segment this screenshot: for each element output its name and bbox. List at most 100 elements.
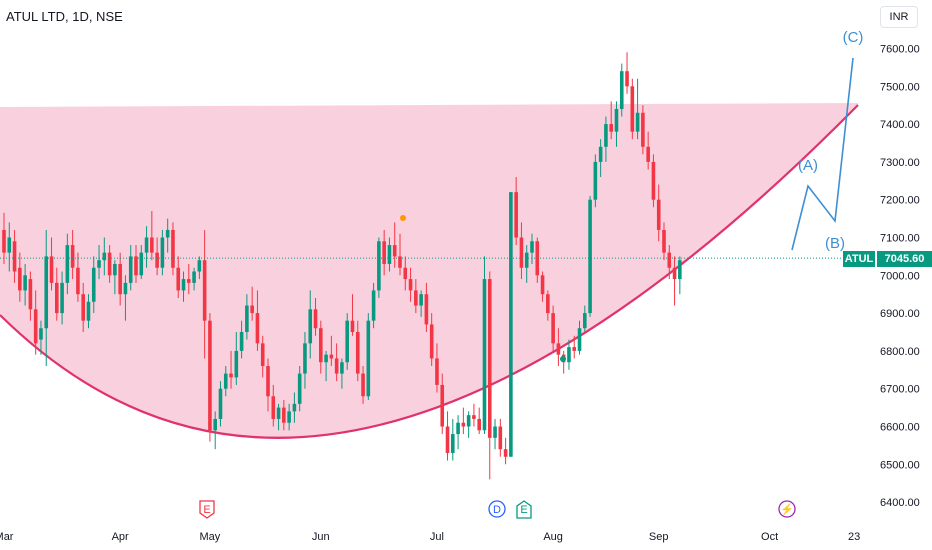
candle-body xyxy=(329,354,334,359)
candle xyxy=(445,411,450,461)
candle xyxy=(461,407,466,435)
candle xyxy=(614,101,619,147)
candle xyxy=(361,366,365,404)
candle-body xyxy=(583,313,587,329)
candle xyxy=(213,411,217,450)
time-tick-label: Mar xyxy=(0,531,14,543)
candle-body xyxy=(118,263,122,295)
candle xyxy=(81,282,85,332)
candle xyxy=(387,237,392,272)
candle-body xyxy=(187,279,191,283)
candle-body xyxy=(229,373,233,378)
candle xyxy=(239,320,244,359)
candle xyxy=(345,313,349,370)
candle xyxy=(604,116,608,162)
wave-projection-line xyxy=(791,57,854,251)
candle xyxy=(382,229,386,276)
candle xyxy=(139,245,144,280)
price-tick-label: 7200.00 xyxy=(880,195,920,207)
candle xyxy=(466,411,471,438)
candle-body xyxy=(609,124,613,132)
time-tick-label: Sep xyxy=(649,531,669,543)
candle-body xyxy=(667,252,672,268)
price-tick-label: 7000.00 xyxy=(880,270,920,282)
candle xyxy=(424,282,429,332)
marker-circle xyxy=(778,500,796,518)
candle xyxy=(371,282,376,329)
candle xyxy=(324,350,328,382)
event-marker-label: E xyxy=(203,504,210,516)
candle-body xyxy=(39,328,43,340)
candle xyxy=(477,407,481,435)
price-tick-label: 6400.00 xyxy=(880,497,920,509)
candle xyxy=(625,52,629,94)
candle xyxy=(91,256,96,314)
candle xyxy=(134,245,138,283)
price-tick-label: 7500.00 xyxy=(880,81,920,93)
candle-body xyxy=(651,161,656,200)
candle xyxy=(319,320,323,374)
candle-body xyxy=(287,411,291,423)
candle-body xyxy=(303,343,307,374)
candle-body xyxy=(493,426,497,438)
earnings-marker-shape xyxy=(199,500,215,519)
candle xyxy=(266,358,270,412)
candle-body xyxy=(656,199,661,230)
candle-body xyxy=(382,241,386,264)
last-price-value-label: 7045.60 xyxy=(877,251,932,267)
chart-title: ATUL LTD, 1D, NSE xyxy=(6,9,123,24)
candle-body xyxy=(2,229,6,253)
candle xyxy=(519,222,524,280)
candle xyxy=(44,229,49,367)
candle-body xyxy=(239,332,244,351)
candle xyxy=(398,233,402,276)
event-dot-green xyxy=(560,356,566,362)
candle xyxy=(229,350,233,389)
candle-body xyxy=(551,313,555,344)
candle xyxy=(355,320,360,382)
wave-label-2: (B) xyxy=(825,235,845,252)
event-marker: E xyxy=(199,500,215,519)
candle xyxy=(350,294,355,336)
candle-body xyxy=(150,237,154,253)
candle xyxy=(223,366,228,397)
event-marker-label: ⚡ xyxy=(780,503,794,516)
candle xyxy=(113,260,117,295)
candle xyxy=(234,332,239,385)
time-tick-label: Jun xyxy=(312,531,330,543)
event-marker-label: E xyxy=(520,504,527,516)
candle-body xyxy=(60,282,64,314)
candle-body xyxy=(165,229,170,238)
candle-body xyxy=(97,260,101,268)
candle xyxy=(635,78,640,140)
candle-body xyxy=(487,279,492,438)
candle-body xyxy=(419,294,423,306)
candle xyxy=(76,252,80,302)
candle-body xyxy=(408,279,413,291)
candle xyxy=(49,237,54,291)
currency-button[interactable]: INR xyxy=(880,6,918,28)
candle-body xyxy=(662,229,666,253)
time-axis[interactable]: Mar Apr May Jun Jul Aug Sep Oct 23 xyxy=(0,522,932,550)
candle xyxy=(419,290,423,317)
candle xyxy=(12,229,17,283)
price-axis[interactable]: 6400.00 6500.00 6600.00 6700.00 6800.00 6900.… xyxy=(870,0,932,550)
candle-body xyxy=(466,415,471,427)
candle xyxy=(524,245,529,283)
candle xyxy=(609,101,613,140)
candle-body xyxy=(134,256,138,276)
cup-zone-fill xyxy=(0,103,858,438)
candle-body xyxy=(107,252,112,276)
candle xyxy=(245,294,249,340)
candle-body xyxy=(234,350,239,378)
time-tick-label: Aug xyxy=(543,531,563,543)
candle-body xyxy=(567,347,571,363)
candle xyxy=(297,366,302,412)
candle-body xyxy=(197,260,202,272)
candle-body xyxy=(498,426,503,450)
candle-body xyxy=(86,301,91,321)
candle-body xyxy=(556,343,561,355)
candle-body xyxy=(630,86,635,132)
candle xyxy=(7,222,12,272)
